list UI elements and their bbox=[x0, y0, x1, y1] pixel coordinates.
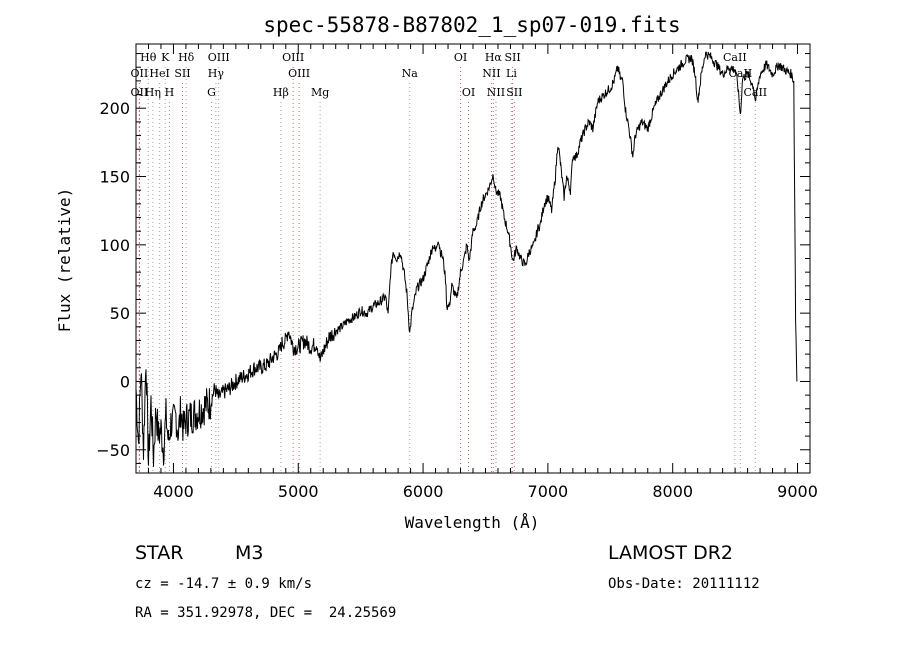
spectral-line-label: OII bbox=[131, 86, 149, 99]
spectral-line-label: Hβ bbox=[273, 86, 289, 99]
velocity-text: cz = -14.7 ± 0.9 km/s bbox=[135, 576, 313, 592]
spectral-line-label: OI bbox=[462, 86, 475, 99]
spectral-line-label: OIII bbox=[288, 67, 310, 80]
x-tick-label: 5000 bbox=[278, 482, 319, 501]
spectral-line-label: H bbox=[165, 86, 175, 99]
axis-ticks: 4000 5000 6000 7000 8000 9000 −50 0 50 100 150 200 bbox=[96, 44, 818, 501]
spectral-line-label: SII bbox=[506, 86, 522, 99]
spectral-line-label: SII bbox=[174, 67, 190, 80]
x-tick-label: 8000 bbox=[652, 482, 693, 501]
spectral-line-label: NII bbox=[487, 86, 505, 99]
chart-title: spec-55878-B87802_1_sp07-019.fits bbox=[263, 13, 680, 37]
spectral-line-label: Mg bbox=[311, 86, 329, 99]
spectral-line-label: OIII bbox=[282, 51, 304, 64]
y-tick-label: 50 bbox=[110, 304, 130, 323]
object-class: STAR bbox=[135, 542, 184, 564]
flux-series-line bbox=[135, 51, 798, 467]
spectral-line-label: OIII bbox=[208, 51, 230, 64]
coordinates-text: RA = 351.92978, DEC = 24.25569 bbox=[135, 605, 397, 621]
spectral-line-label: Hγ bbox=[208, 67, 225, 80]
y-tick-label: 150 bbox=[99, 168, 130, 187]
obs-date-text: Obs-Date: 20111112 bbox=[608, 576, 760, 592]
spectral-line-label: G bbox=[207, 86, 216, 99]
spectral-line-label: OII bbox=[131, 67, 149, 80]
y-tick-label: 0 bbox=[120, 372, 130, 391]
x-tick-label: 9000 bbox=[777, 482, 818, 501]
spectral-line-label: CaII bbox=[743, 86, 767, 99]
x-tick-label: 4000 bbox=[153, 482, 194, 501]
spectral-line-label: HeI bbox=[149, 67, 169, 80]
x-tick-label: 7000 bbox=[528, 482, 569, 501]
spectral-line-label: K bbox=[161, 51, 170, 64]
spectral-line-label: Li bbox=[506, 67, 517, 80]
spectral-line-label: Na bbox=[402, 67, 419, 80]
spectral-line-label: CaII bbox=[723, 51, 747, 64]
spectral-line-markers bbox=[138, 67, 756, 473]
y-tick-label: 100 bbox=[99, 236, 130, 255]
spectral-line-label: NII bbox=[482, 67, 500, 80]
y-tick-label: 200 bbox=[99, 99, 130, 118]
y-axis-label: Flux (relative) bbox=[55, 188, 74, 333]
plot-frame bbox=[135, 43, 811, 474]
x-axis-label: Wavelength (Å) bbox=[405, 513, 540, 532]
object-subclass: M3 bbox=[235, 542, 264, 564]
spectral-line-label: Hα bbox=[485, 51, 503, 64]
y-tick-label: −50 bbox=[96, 441, 130, 460]
survey-name: LAMOST DR2 bbox=[608, 542, 733, 564]
spectral-line-label: OI bbox=[454, 51, 467, 64]
spectral-line-label: Hθ bbox=[140, 51, 157, 64]
spectral-line-label: Hη bbox=[145, 86, 161, 99]
spectral-line-label: Hδ bbox=[178, 51, 195, 64]
spectral-line-label: SII bbox=[504, 51, 520, 64]
x-tick-label: 6000 bbox=[403, 482, 444, 501]
